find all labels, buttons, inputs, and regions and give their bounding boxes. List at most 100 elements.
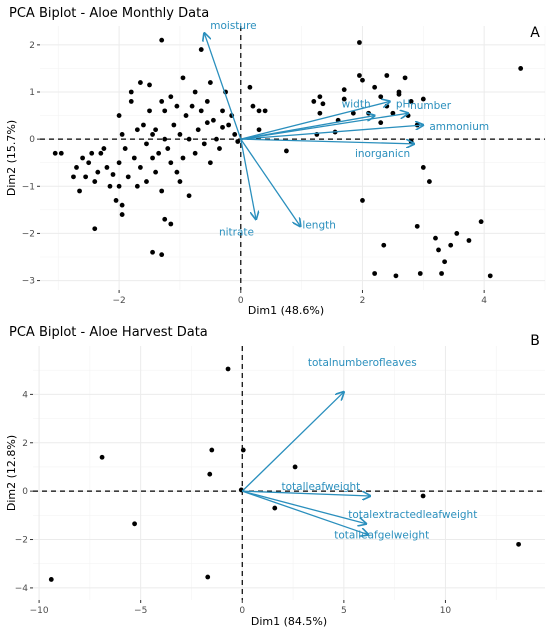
data-point bbox=[516, 541, 521, 547]
arrow-moisture bbox=[204, 33, 242, 140]
data-point bbox=[134, 183, 140, 189]
y-axis-label: Dim2 (12.8%) bbox=[5, 435, 18, 511]
data-point bbox=[95, 169, 101, 175]
data-point bbox=[317, 110, 323, 116]
chart-title: PCA Biplot - Aloe Harvest Data bbox=[9, 325, 208, 340]
data-point bbox=[198, 47, 204, 52]
data-point bbox=[466, 238, 472, 243]
data-point bbox=[211, 117, 216, 123]
y-tick-label: −1 bbox=[22, 182, 35, 192]
data-point bbox=[174, 169, 180, 175]
data-point bbox=[168, 94, 174, 100]
arrow-inorganicn bbox=[240, 138, 414, 144]
data-point bbox=[137, 80, 143, 85]
data-point bbox=[393, 273, 399, 279]
data-point bbox=[177, 179, 183, 184]
data-point bbox=[205, 574, 211, 580]
data-point bbox=[119, 202, 125, 208]
data-point bbox=[402, 75, 408, 81]
data-point bbox=[372, 84, 378, 90]
data-point bbox=[137, 165, 143, 170]
data-point bbox=[341, 87, 347, 93]
data-point bbox=[110, 172, 116, 177]
arrow-label-totalextractedleafweight: totalextractedleafweight bbox=[348, 509, 477, 521]
data-point bbox=[198, 108, 204, 114]
data-point bbox=[439, 271, 444, 276]
arrow-width bbox=[240, 116, 375, 140]
data-point bbox=[174, 103, 180, 109]
data-point bbox=[420, 493, 426, 499]
data-point bbox=[209, 447, 215, 453]
x-tick-label: −10 bbox=[30, 606, 49, 616]
x-axis-label: Dim1 (84.5%) bbox=[251, 615, 327, 628]
data-point bbox=[177, 132, 183, 137]
data-point bbox=[162, 216, 168, 222]
data-point bbox=[101, 146, 107, 151]
data-point bbox=[183, 113, 189, 118]
data-point bbox=[256, 127, 262, 133]
data-point bbox=[150, 155, 155, 161]
x-tick-label: −5 bbox=[134, 606, 147, 616]
y-tick-label: 2 bbox=[22, 439, 28, 449]
x-axis-label: Dim1 (48.6%) bbox=[248, 304, 324, 317]
data-point bbox=[132, 521, 137, 527]
data-points bbox=[52, 37, 524, 279]
data-point bbox=[128, 99, 134, 104]
data-point bbox=[52, 150, 58, 156]
data-point bbox=[357, 40, 362, 45]
data-point bbox=[125, 174, 131, 180]
panel-a: −2 0 2 4 −3 −2 −1 0 1 2 moisture pH number width ammon… bbox=[5, 6, 546, 317]
arrow-label-inorganicn: inorganicn bbox=[355, 148, 410, 160]
data-point bbox=[141, 122, 146, 128]
data-point bbox=[113, 198, 119, 203]
data-point bbox=[204, 99, 210, 104]
data-point bbox=[420, 165, 426, 170]
panel-label: A bbox=[530, 25, 540, 41]
data-point bbox=[189, 103, 195, 109]
data-point bbox=[272, 505, 278, 511]
data-point bbox=[92, 226, 98, 232]
data-point bbox=[144, 179, 149, 184]
data-point bbox=[192, 89, 198, 95]
data-point bbox=[207, 471, 213, 477]
data-point bbox=[192, 150, 198, 156]
data-point bbox=[99, 454, 105, 460]
x-tick-label: −2 bbox=[112, 296, 125, 306]
data-point bbox=[119, 132, 125, 137]
arrow-label-ammonium: ammonium bbox=[429, 121, 489, 133]
data-point bbox=[92, 179, 98, 184]
data-point bbox=[159, 252, 165, 258]
x-tick-label: 0 bbox=[239, 606, 245, 616]
data-point bbox=[74, 165, 79, 170]
y-tick-label: −3 bbox=[22, 277, 35, 287]
data-point bbox=[341, 96, 347, 102]
data-point bbox=[150, 249, 155, 255]
data-point bbox=[162, 136, 168, 142]
data-point bbox=[144, 141, 149, 147]
arrow-label-pH: pH bbox=[396, 98, 411, 110]
data-point bbox=[414, 223, 420, 229]
y-tick-label: 1 bbox=[29, 88, 35, 98]
plot-background bbox=[33, 346, 545, 600]
data-point bbox=[180, 75, 186, 81]
arrow-totalextractedleafweight bbox=[242, 490, 366, 524]
x-tick-label: 10 bbox=[440, 606, 452, 616]
variable-arrows: moisture pH number width ammonium inorganicn n… bbox=[204, 20, 489, 238]
data-point bbox=[454, 231, 460, 236]
data-point bbox=[396, 89, 402, 95]
data-point bbox=[207, 160, 213, 166]
data-point bbox=[195, 127, 201, 133]
data-point bbox=[214, 136, 219, 142]
data-point bbox=[159, 188, 165, 194]
data-point bbox=[186, 193, 192, 199]
data-point bbox=[207, 80, 213, 85]
data-point bbox=[86, 160, 92, 166]
data-point bbox=[220, 108, 225, 114]
data-point bbox=[478, 219, 484, 225]
arrow-label-width: width bbox=[342, 99, 371, 111]
data-point bbox=[165, 146, 171, 151]
data-point bbox=[292, 464, 298, 470]
data-point bbox=[381, 242, 387, 248]
